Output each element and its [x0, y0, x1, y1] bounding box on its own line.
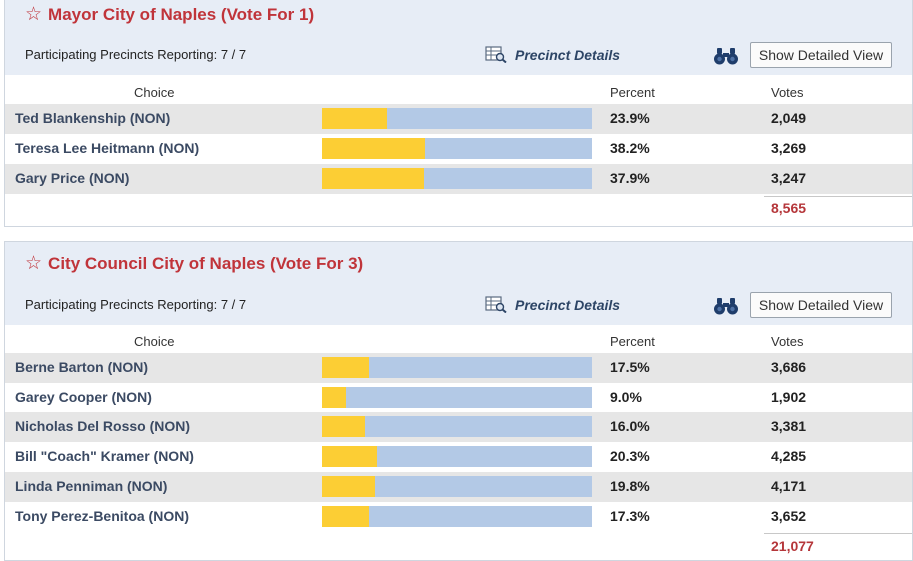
total-votes: 21,077: [771, 538, 814, 554]
vote-share-bar: [322, 446, 592, 467]
precinct-details-label: Precinct Details: [515, 46, 621, 63]
candidate-votes: 3,686: [771, 359, 807, 375]
vote-share-fill: [322, 168, 425, 189]
vote-share-fill: [322, 416, 366, 437]
candidate-votes: 4,285: [771, 448, 807, 464]
vote-share-fill: [322, 357, 370, 378]
candidate-percent: 9.0%: [610, 389, 642, 405]
race-header: ☆ Mayor City of Naples (Vote For 1) Part…: [5, 0, 912, 75]
precincts-reporting: Participating Precincts Reporting: 7 / 7: [25, 297, 247, 312]
precinct-details-link[interactable]: Precinct Details: [485, 296, 620, 313]
candidate-name: Tony Perez-Benitoa (NON): [15, 508, 189, 524]
candidate-votes: 4,171: [771, 478, 807, 494]
vote-share-fill: [322, 506, 369, 527]
candidate-votes: 3,652: [771, 508, 807, 524]
binoculars-icon[interactable]: [713, 297, 739, 315]
vote-share-bar: [322, 108, 592, 129]
column-header-percent: Percent: [610, 334, 655, 349]
vote-share-bar: [322, 387, 592, 408]
race-header: ☆ City Council City of Naples (Vote For …: [5, 242, 912, 325]
candidate-votes: 3,381: [771, 418, 807, 434]
binoculars-icon[interactable]: [713, 47, 739, 65]
race-panel-mayor: ☆ Mayor City of Naples (Vote For 1) Part…: [4, 0, 913, 227]
race-title-text: City Council City of Naples (Vote For 3): [48, 253, 364, 273]
vote-share-bar: [322, 168, 592, 189]
candidate-percent: 23.9%: [610, 110, 650, 126]
vote-share-bar: [322, 476, 592, 497]
candidate-percent: 38.2%: [610, 140, 650, 156]
column-header-choice: Choice: [134, 334, 175, 349]
candidate-votes: 3,247: [771, 170, 807, 186]
candidate-name: Gary Price (NON): [15, 170, 130, 186]
vote-share-fill: [322, 446, 377, 467]
column-header-choice: Choice: [134, 85, 175, 100]
show-detailed-view-button[interactable]: Show Detailed View: [750, 42, 892, 68]
vote-share-fill: [322, 138, 426, 159]
column-header-votes: Votes: [771, 334, 804, 349]
candidate-name: Garey Cooper (NON): [15, 389, 152, 405]
precinct-details-label: Precinct Details: [515, 296, 621, 313]
vote-share-fill: [322, 108, 387, 129]
vote-share-bar: [322, 357, 592, 378]
candidate-row: Garey Cooper (NON) 9.0% 1,902: [5, 383, 912, 413]
precinct-details-link[interactable]: Precinct Details: [485, 46, 620, 63]
candidate-percent: 17.3%: [610, 508, 650, 524]
candidate-name: Teresa Lee Heitmann (NON): [15, 140, 200, 156]
total-divider: [764, 533, 912, 534]
vote-share-bar: [322, 138, 592, 159]
show-detailed-view-button[interactable]: Show Detailed View: [750, 292, 892, 318]
candidate-percent: 19.8%: [610, 478, 650, 494]
precincts-reporting: Participating Precincts Reporting: 7 / 7: [25, 47, 247, 62]
star-outline-icon[interactable]: ☆: [25, 4, 43, 25]
candidate-percent: 20.3%: [610, 448, 650, 464]
candidate-votes: 3,269: [771, 140, 807, 156]
candidate-name: Linda Penniman (NON): [15, 478, 168, 494]
candidate-percent: 37.9%: [610, 170, 650, 186]
candidate-votes: 1,902: [771, 389, 807, 405]
candidate-row: Nicholas Del Rosso (NON) 16.0% 3,381: [5, 412, 912, 442]
total-votes: 8,565: [771, 200, 807, 216]
vote-share-bar: [322, 416, 592, 437]
candidate-name: Berne Barton (NON): [15, 359, 149, 375]
candidate-row: Berne Barton (NON) 17.5% 3,686: [5, 353, 912, 383]
candidate-name: Nicholas Del Rosso (NON): [15, 418, 191, 434]
vote-share-fill: [322, 387, 347, 408]
candidate-percent: 16.0%: [610, 418, 650, 434]
race-panel-city-council: ☆ City Council City of Naples (Vote For …: [4, 241, 913, 561]
candidate-row: Bill "Coach" Kramer (NON) 20.3% 4,285: [5, 442, 912, 472]
candidate-votes: 2,049: [771, 110, 807, 126]
spreadsheet-magnifier-icon: [485, 296, 507, 313]
candidate-percent: 17.5%: [610, 359, 650, 375]
race-title: ☆ City Council City of Naples (Vote For …: [25, 252, 363, 275]
candidate-row: Gary Price (NON) 37.9% 3,247: [5, 164, 912, 194]
candidate-row: Ted Blankenship (NON) 23.9% 2,049: [5, 104, 912, 134]
candidate-name: Ted Blankenship (NON): [15, 110, 171, 126]
total-divider: [764, 196, 912, 197]
vote-share-fill: [322, 476, 376, 497]
candidate-row: Tony Perez-Benitoa (NON) 17.3% 3,652: [5, 502, 912, 532]
vote-share-bar: [322, 506, 592, 527]
candidate-row: Linda Penniman (NON) 19.8% 4,171: [5, 472, 912, 502]
race-title-text: Mayor City of Naples (Vote For 1): [48, 4, 315, 24]
candidate-row: Teresa Lee Heitmann (NON) 38.2% 3,269: [5, 134, 912, 164]
column-header-percent: Percent: [610, 85, 655, 100]
column-header-votes: Votes: [771, 85, 804, 100]
spreadsheet-magnifier-icon: [485, 46, 507, 63]
star-outline-icon[interactable]: ☆: [25, 253, 43, 274]
race-title: ☆ Mayor City of Naples (Vote For 1): [25, 3, 314, 26]
candidate-name: Bill "Coach" Kramer (NON): [15, 448, 194, 464]
